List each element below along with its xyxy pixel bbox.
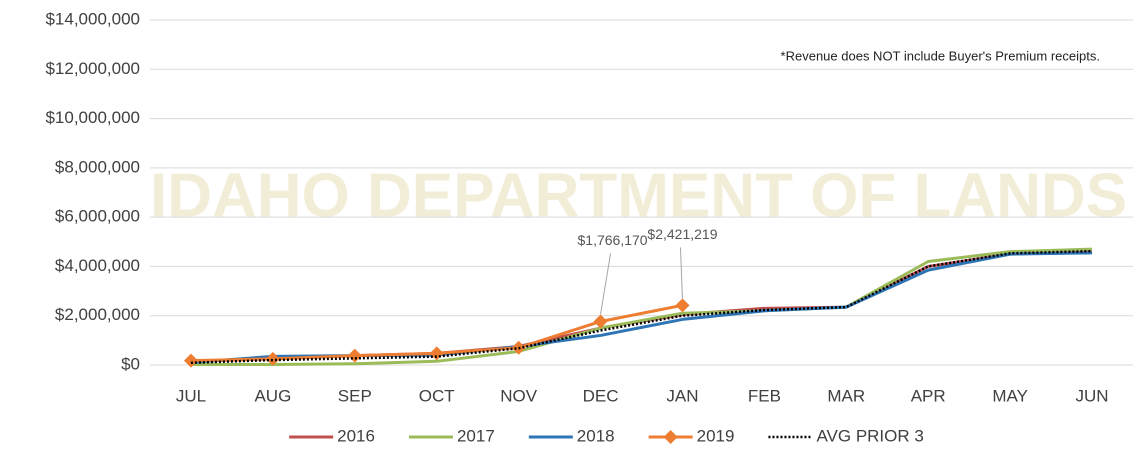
legend-marker	[663, 430, 678, 444]
legend-label: AVG PRIOR 3	[816, 426, 923, 445]
series-line	[190, 247, 1093, 367]
series-line	[190, 250, 1093, 363]
leader-line	[600, 253, 612, 315]
marker	[183, 353, 198, 368]
data-label: $1,766,170	[578, 232, 648, 248]
x-tick-label: JUN	[1076, 386, 1109, 405]
marker	[593, 314, 608, 329]
marker	[347, 348, 362, 363]
x-tick-label: MAR	[827, 386, 865, 405]
x-tick-label: NOV	[500, 386, 538, 405]
x-tick-label: DEC	[583, 386, 619, 405]
y-tick-label: $2,000,000	[55, 305, 140, 324]
y-tick-label: $6,000,000	[55, 207, 140, 226]
series-line	[190, 249, 1093, 365]
x-tick-label: JUL	[176, 386, 206, 405]
x-tick-label: OCT	[419, 386, 455, 405]
legend-label: 2018	[577, 426, 615, 445]
y-tick-label: $0	[121, 354, 140, 373]
x-tick-label: FEB	[748, 386, 781, 405]
series-line	[190, 251, 1093, 365]
legend-label: 2016	[337, 426, 375, 445]
y-tick-label: $14,000,000	[45, 9, 140, 28]
legend-label: 2019	[697, 426, 735, 445]
x-tick-label: JAN	[666, 386, 698, 405]
x-tick-label: APR	[911, 386, 946, 405]
y-tick-label: $4,000,000	[55, 256, 140, 275]
y-tick-label: $12,000,000	[45, 59, 140, 78]
data-label: $2,421,219	[647, 226, 717, 242]
x-tick-label: AUG	[254, 386, 291, 405]
y-tick-label: $8,000,000	[55, 157, 140, 176]
y-tick-label: $10,000,000	[45, 108, 140, 127]
annotation: *Revenue does NOT include Buyer's Premiu…	[781, 48, 1100, 63]
watermark: IDAHO DEPARTMENT OF LANDS	[150, 161, 1127, 230]
x-tick-label: SEP	[338, 386, 372, 405]
marker	[675, 298, 690, 313]
legend-label: 2017	[457, 426, 495, 445]
marker	[429, 346, 444, 361]
x-tick-label: MAY	[992, 386, 1028, 405]
leader-line	[679, 247, 683, 299]
